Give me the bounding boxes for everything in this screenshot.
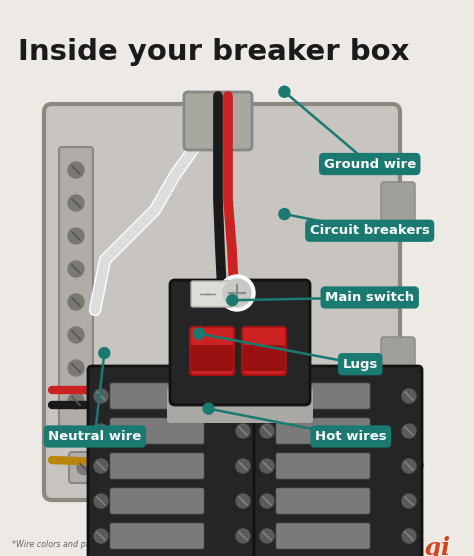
FancyBboxPatch shape	[276, 453, 370, 479]
Circle shape	[68, 360, 84, 376]
FancyBboxPatch shape	[381, 337, 415, 393]
FancyBboxPatch shape	[69, 452, 315, 483]
Circle shape	[94, 529, 108, 543]
FancyBboxPatch shape	[110, 453, 204, 479]
Text: Angi: Angi	[390, 536, 450, 556]
Circle shape	[236, 494, 250, 508]
Circle shape	[77, 460, 91, 474]
FancyBboxPatch shape	[276, 523, 370, 549]
FancyBboxPatch shape	[254, 366, 422, 556]
FancyBboxPatch shape	[276, 383, 370, 409]
Circle shape	[402, 494, 416, 508]
FancyBboxPatch shape	[110, 523, 204, 549]
FancyBboxPatch shape	[110, 383, 204, 409]
Circle shape	[279, 208, 290, 220]
Circle shape	[68, 195, 84, 211]
Circle shape	[227, 295, 238, 306]
Circle shape	[161, 460, 175, 474]
Circle shape	[236, 424, 250, 438]
Circle shape	[68, 327, 84, 343]
FancyBboxPatch shape	[59, 147, 93, 433]
Circle shape	[219, 275, 255, 311]
Text: Circuit breakers: Circuit breakers	[310, 224, 429, 237]
FancyBboxPatch shape	[381, 182, 415, 238]
Circle shape	[105, 460, 119, 474]
Circle shape	[94, 459, 108, 473]
Circle shape	[68, 261, 84, 277]
Circle shape	[260, 389, 274, 403]
Circle shape	[260, 424, 274, 438]
FancyBboxPatch shape	[276, 488, 370, 514]
Circle shape	[68, 393, 84, 409]
FancyBboxPatch shape	[191, 345, 233, 371]
FancyBboxPatch shape	[191, 281, 233, 307]
Circle shape	[402, 424, 416, 438]
Circle shape	[402, 459, 416, 473]
Circle shape	[236, 389, 250, 403]
Text: Neutral wire: Neutral wire	[48, 430, 141, 443]
FancyBboxPatch shape	[184, 92, 252, 150]
Text: Main switch: Main switch	[325, 291, 414, 304]
Circle shape	[260, 494, 274, 508]
Circle shape	[236, 459, 250, 473]
Circle shape	[203, 403, 214, 414]
Circle shape	[68, 162, 84, 178]
FancyBboxPatch shape	[110, 488, 204, 514]
Circle shape	[94, 494, 108, 508]
Circle shape	[279, 86, 290, 97]
FancyBboxPatch shape	[110, 418, 204, 444]
Text: Ground wire: Ground wire	[324, 157, 416, 171]
Circle shape	[99, 348, 110, 359]
FancyBboxPatch shape	[276, 418, 370, 444]
Text: Lugs: Lugs	[343, 358, 378, 371]
Text: *Wire colors and part locations vary depending on your breaker box setup.: *Wire colors and part locations vary dep…	[12, 540, 312, 549]
FancyBboxPatch shape	[314, 459, 330, 476]
Circle shape	[94, 389, 108, 403]
Circle shape	[236, 529, 250, 543]
FancyBboxPatch shape	[190, 327, 234, 375]
Circle shape	[189, 460, 203, 474]
Circle shape	[260, 529, 274, 543]
Circle shape	[402, 389, 416, 403]
FancyBboxPatch shape	[242, 327, 286, 375]
Text: Hot wires: Hot wires	[315, 430, 387, 443]
FancyBboxPatch shape	[44, 104, 400, 500]
Circle shape	[223, 279, 251, 307]
Text: Inside your breaker box: Inside your breaker box	[18, 38, 410, 66]
Circle shape	[68, 228, 84, 244]
Circle shape	[193, 328, 205, 339]
FancyBboxPatch shape	[88, 366, 256, 556]
Circle shape	[273, 460, 287, 474]
Circle shape	[68, 294, 84, 310]
FancyBboxPatch shape	[170, 280, 310, 405]
Circle shape	[94, 424, 108, 438]
Circle shape	[217, 460, 231, 474]
Circle shape	[245, 460, 259, 474]
Circle shape	[402, 529, 416, 543]
Circle shape	[133, 460, 147, 474]
Circle shape	[260, 459, 274, 473]
FancyBboxPatch shape	[167, 387, 313, 423]
FancyBboxPatch shape	[243, 345, 285, 371]
